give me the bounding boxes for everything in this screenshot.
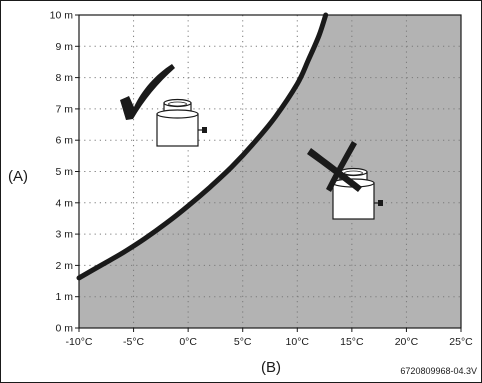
x-tick-label: 10°C bbox=[286, 336, 310, 348]
y-tick-labels: 0 m 1 m 2 m 3 m 4 m 5 m 6 m 7 m 8 m 9 m 10 m bbox=[50, 10, 74, 335]
y-axis-label: (A) bbox=[8, 168, 28, 185]
limit-curve bbox=[76, 12, 329, 281]
x-axis-label: (B) bbox=[261, 359, 281, 376]
x-tick-labels: -10°C -5°C 0°C 5°C 10°C 15°C 20°C 25°C bbox=[66, 336, 474, 348]
y-tick-label: 3 m bbox=[55, 229, 73, 241]
x-tick-label: -5°C bbox=[123, 336, 145, 348]
not-allowed-region bbox=[79, 15, 461, 328]
x-tick-label: 15°C bbox=[340, 336, 364, 348]
x-tick-label: 25°C bbox=[449, 336, 473, 348]
y-tick-label: 10 m bbox=[50, 10, 74, 22]
cross-mark-icon bbox=[307, 141, 362, 192]
check-mark-icon bbox=[120, 64, 175, 120]
y-tick-label: 5 m bbox=[55, 166, 73, 178]
x-tick-label: 5°C bbox=[234, 336, 252, 348]
not-allowed-indicator bbox=[307, 141, 383, 220]
flue-terminal-icon bbox=[156, 98, 207, 147]
y-tick-label: 9 m bbox=[55, 41, 73, 53]
drawing-code: 6720809968-04.3V bbox=[400, 366, 477, 376]
x-tick-label: 0°C bbox=[179, 336, 197, 348]
y-tick-label: 1 m bbox=[55, 291, 73, 303]
y-tick-label: 8 m bbox=[55, 72, 73, 84]
y-tick-label: 7 m bbox=[55, 103, 73, 115]
x-tick-label: -10°C bbox=[66, 336, 93, 348]
y-tick-label: 0 m bbox=[55, 323, 73, 335]
allowed-indicator bbox=[120, 64, 207, 147]
x-tick-label: 20°C bbox=[395, 336, 419, 348]
tick-marks bbox=[75, 14, 462, 332]
y-tick-label: 2 m bbox=[55, 260, 73, 272]
y-tick-label: 4 m bbox=[55, 197, 73, 209]
y-tick-label: 6 m bbox=[55, 135, 73, 147]
plot-area bbox=[76, 12, 462, 329]
